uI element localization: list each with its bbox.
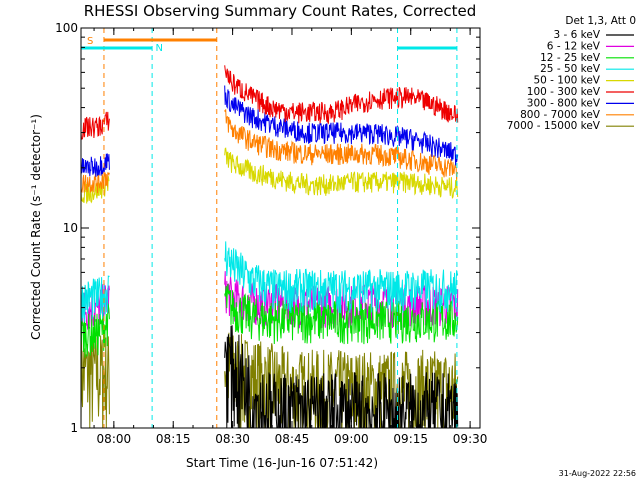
legend-entry-label: 100 - 300 keV (527, 86, 601, 98)
legend-entry-label: 800 - 7000 keV (520, 109, 601, 121)
axes: 08:00 08:15 08:30 08:45 09:00 09:15 09:30 1 10 10… (55, 21, 487, 446)
annotation-label: S (87, 36, 93, 47)
legend-entry-label: 3 - 6 keV (553, 29, 600, 41)
legend-entry-label: 25 - 50 keV (540, 63, 601, 75)
series-line (81, 303, 110, 358)
series-line (81, 335, 110, 428)
series-group (81, 65, 459, 428)
legend-entry-label: 50 - 100 keV (533, 75, 600, 87)
x-tick-label: 09:30 (453, 432, 488, 446)
series-line (224, 85, 459, 166)
x-tick-label: 08:45 (275, 432, 310, 446)
legend-entry-label: 12 - 25 keV (540, 52, 601, 64)
series-line (81, 153, 110, 177)
x-tick-label: 08:15 (156, 432, 191, 446)
y-tick-label: 10 (63, 221, 78, 235)
series-line (224, 241, 459, 314)
x-axis-label: Start Time (16-Jun-16 07:51:42) (186, 456, 378, 470)
series-line (224, 109, 459, 180)
timestamp: 31-Aug-2022 22:56 (559, 469, 636, 478)
annotation-label: N (155, 43, 162, 54)
series-line (224, 283, 459, 345)
plot-area: SN (81, 28, 459, 428)
series-line (81, 171, 110, 194)
y-axis-label: Corrected Count Rate (s⁻¹ detector⁻¹) (29, 114, 43, 340)
series-line (224, 147, 459, 200)
legend-entry-label: 7000 - 15000 keV (507, 120, 601, 132)
legend-header: Det 1,3, Att 0 (565, 15, 636, 27)
series-line (81, 275, 110, 322)
legend-entry-label: 300 - 800 keV (527, 97, 601, 109)
x-tick-label: 09:00 (334, 432, 369, 446)
legend-entry-label: 6 - 12 keV (547, 40, 601, 52)
y-tick-label: 100 (55, 21, 78, 35)
x-tick-label: 08:30 (215, 432, 250, 446)
series-line (81, 111, 110, 140)
x-tick-label: 09:15 (393, 432, 428, 446)
series-line (224, 65, 459, 125)
y-tick-label: 1 (70, 421, 78, 435)
chart-title: RHESSI Observing Summary Count Rates, Co… (84, 2, 477, 20)
x-tick-label: 08:00 (97, 432, 132, 446)
